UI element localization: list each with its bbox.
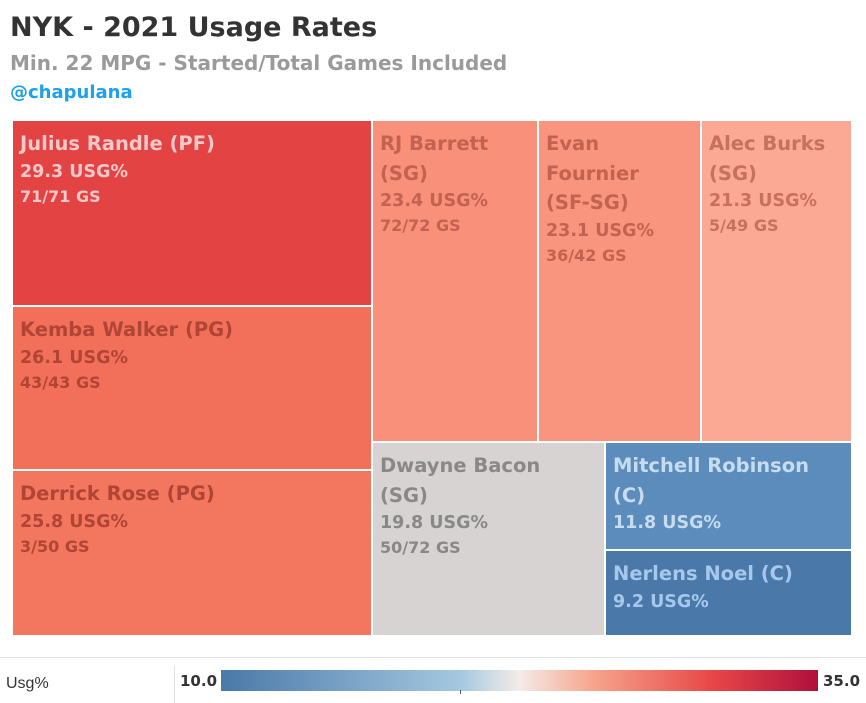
tile-games-started: 43/43 GS xyxy=(20,372,101,392)
tile-text: Nerlens Noel (C) 9.2 USG% xyxy=(613,559,847,615)
legend-max-label: 35.0 xyxy=(823,672,861,690)
tile-player-name: Mitchell Robinson (C) xyxy=(613,454,810,507)
chart-subtitle: Min. 22 MPG - Started/Total Games Includ… xyxy=(10,51,508,75)
treemap-tile[interactable]: Julius Randle (PF) 29.3 USG% 71/71 GS xyxy=(12,120,372,306)
tile-player-name: RJ Barrett (SG) xyxy=(380,132,489,185)
tile-games-started: 5/49 GS xyxy=(709,216,779,235)
tile-usage-rate: 9.2 USG% xyxy=(613,591,709,612)
tile-usage-rate: 21.3 USG% xyxy=(709,191,817,211)
treemap-tile[interactable]: Alec Burks (SG) 21.3 USG% 5/49 GS xyxy=(701,120,852,442)
legend-min-label: 10.0 xyxy=(180,672,218,690)
legend-title: Usg% xyxy=(6,675,49,692)
tile-text: Derrick Rose (PG) 25.8 USG% 3/50 GS xyxy=(20,479,367,559)
tile-text: Mitchell Robinson (C) 11.8 USG% xyxy=(613,451,847,536)
tile-text: Kemba Walker (PG) 26.1 USG% 43/43 GS xyxy=(20,315,367,395)
tile-player-name: Nerlens Noel (C) xyxy=(613,562,793,585)
treemap-tile[interactable]: Derrick Rose (PG) 25.8 USG% 3/50 GS xyxy=(12,470,372,636)
tile-games-started: 3/50 GS xyxy=(20,536,90,556)
treemap-tile[interactable]: Dwayne Bacon (SG) 19.8 USG% 50/72 GS xyxy=(372,442,605,636)
tile-usage-rate: 25.8 USG% xyxy=(20,511,128,532)
tile-player-name: Alec Burks (SG) xyxy=(709,132,826,185)
tile-games-started: 50/72 GS xyxy=(380,538,461,557)
tile-player-name: Evan Fournier (SF-SG) xyxy=(546,132,639,214)
treemap-tile[interactable]: Kemba Walker (PG) 26.1 USG% 43/43 GS xyxy=(12,306,372,470)
tile-usage-rate: 23.1 USG% xyxy=(546,220,654,241)
legend-separator xyxy=(174,666,175,703)
tile-text: Julius Randle (PF) 29.3 USG% 71/71 GS xyxy=(20,129,367,209)
legend-divider xyxy=(0,657,866,658)
legend-midpoint-tick xyxy=(460,690,461,694)
chart-title: NYK - 2021 Usage Rates xyxy=(10,12,378,43)
tile-usage-rate: 26.1 USG% xyxy=(20,347,128,368)
tile-player-name: Dwayne Bacon (SG) xyxy=(380,454,541,507)
tile-text: RJ Barrett (SG) 23.4 USG% 72/72 GS xyxy=(380,129,533,238)
tile-player-name: Derrick Rose (PG) xyxy=(20,482,215,505)
tile-games-started: 36/42 GS xyxy=(546,245,627,265)
legend-color-ramp xyxy=(221,670,818,691)
treemap-tile[interactable]: Evan Fournier (SF-SG) 23.1 USG% 36/42 GS xyxy=(538,120,701,442)
tile-usage-rate: 29.3 USG% xyxy=(20,161,128,182)
treemap-tile[interactable]: Mitchell Robinson (C) 11.8 USG% xyxy=(605,442,852,550)
tile-player-name: Kemba Walker (PG) xyxy=(20,318,234,341)
tile-player-name: Julius Randle (PF) xyxy=(20,132,215,155)
treemap-tile[interactable]: RJ Barrett (SG) 23.4 USG% 72/72 GS xyxy=(372,120,538,442)
tile-games-started: 72/72 GS xyxy=(380,216,461,235)
tile-text: Evan Fournier (SF-SG) 23.1 USG% 36/42 GS xyxy=(546,129,696,268)
author-handle[interactable]: @chapulana xyxy=(10,82,133,103)
tile-text: Dwayne Bacon (SG) 19.8 USG% 50/72 GS xyxy=(380,451,600,560)
tile-usage-rate: 19.8 USG% xyxy=(380,513,488,533)
tile-games-started: 71/71 GS xyxy=(20,186,101,206)
tile-usage-rate: 11.8 USG% xyxy=(613,513,721,533)
tile-usage-rate: 23.4 USG% xyxy=(380,191,488,211)
treemap-tile[interactable]: Nerlens Noel (C) 9.2 USG% xyxy=(605,550,852,636)
tile-text: Alec Burks (SG) 21.3 USG% 5/49 GS xyxy=(709,129,847,238)
